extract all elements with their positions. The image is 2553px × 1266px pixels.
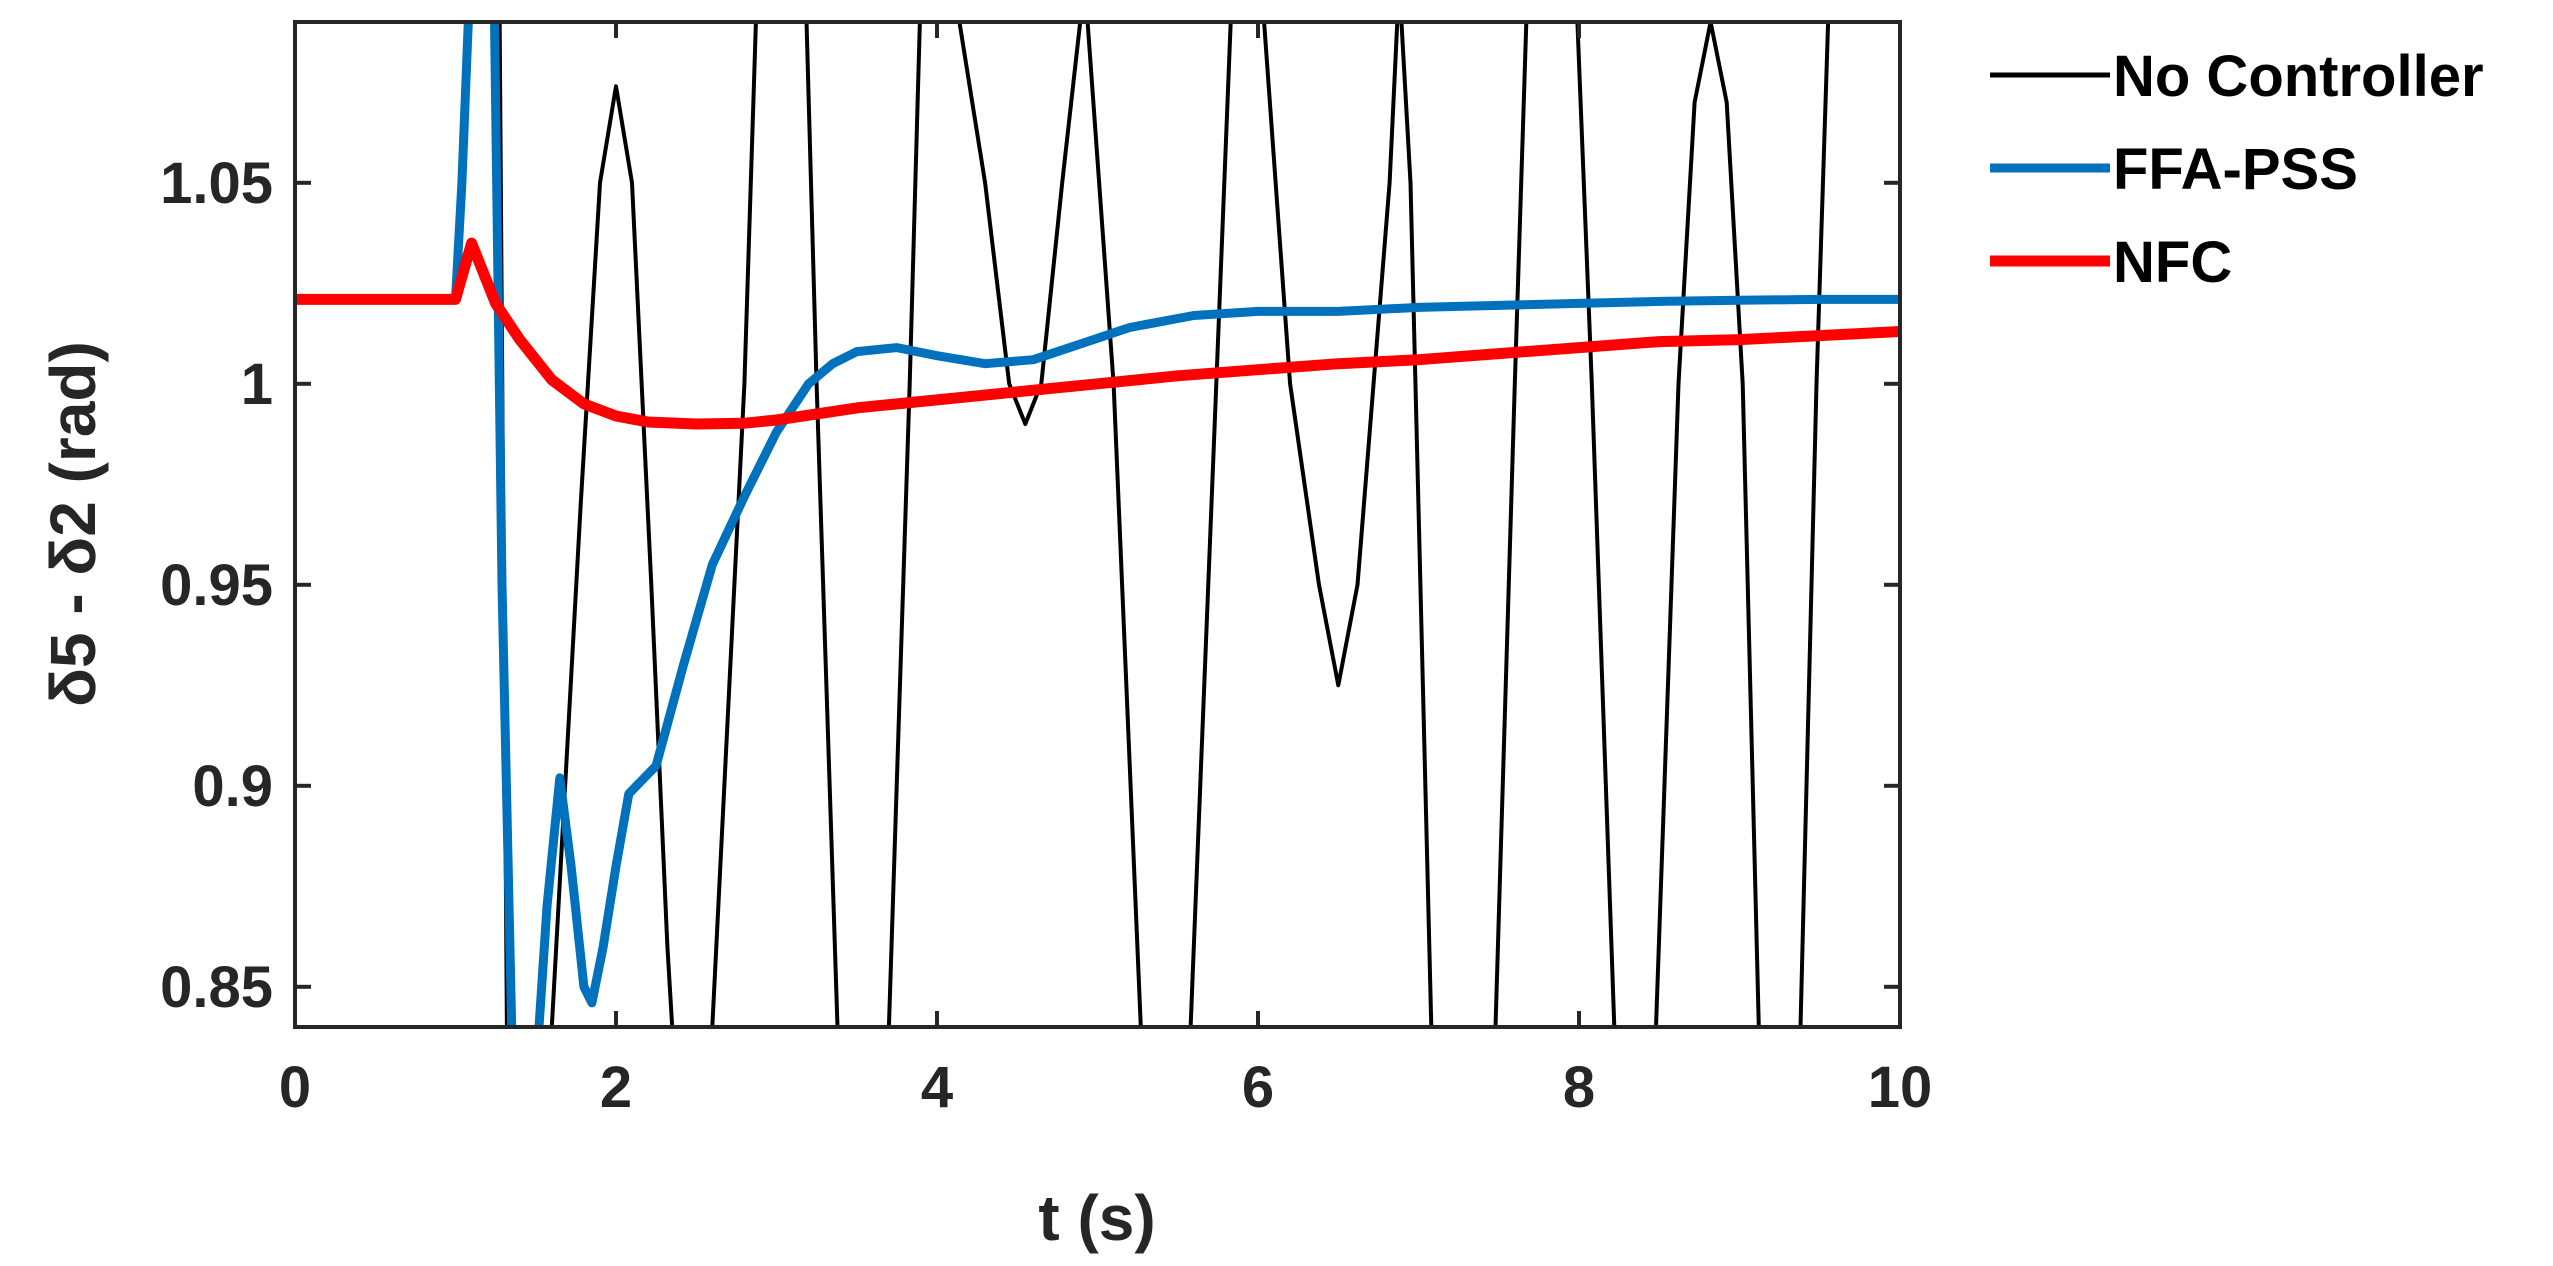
x-tick-label: 8	[1563, 1055, 1595, 1120]
series-layer	[295, 22, 1900, 1027]
series-line-ffa-pss	[295, 22, 1900, 1027]
x-tick-label: 0	[279, 1055, 311, 1120]
y-tick-label: 1.05	[160, 151, 273, 216]
series-line-nfc	[295, 237, 1900, 430]
legend-label-no-controller: No Controller	[2113, 44, 2484, 109]
y-tick-label: 1	[241, 352, 273, 417]
y-axis-title: δ5 - δ2 (rad)	[37, 341, 109, 707]
x-tick-label: 6	[1242, 1055, 1274, 1120]
y-tick-label: 0.9	[192, 754, 273, 819]
plot-frame	[293, 20, 1902, 1029]
x-axis-title: t (s)	[1038, 1182, 1155, 1254]
legend: No Controller FFA-PSS NFC	[1990, 44, 2484, 295]
x-tick-label: 10	[1868, 1055, 1933, 1120]
legend-label-nfc: NFC	[2113, 230, 2232, 295]
x-tick-label: 4	[921, 1055, 953, 1120]
x-tick-label: 2	[600, 1055, 632, 1120]
legend-label-ffa-pss: FFA-PSS	[2113, 137, 2358, 202]
y-axis-ticks: 0.85 0.9 0.95 1 1.05	[160, 151, 1900, 1020]
y-tick-label: 0.95	[160, 553, 273, 618]
series-line-no-controller	[295, 22, 1831, 1027]
y-tick-label: 0.85	[160, 955, 273, 1020]
x-axis-ticks: 0 2 4 6 8 10	[279, 22, 1932, 1120]
